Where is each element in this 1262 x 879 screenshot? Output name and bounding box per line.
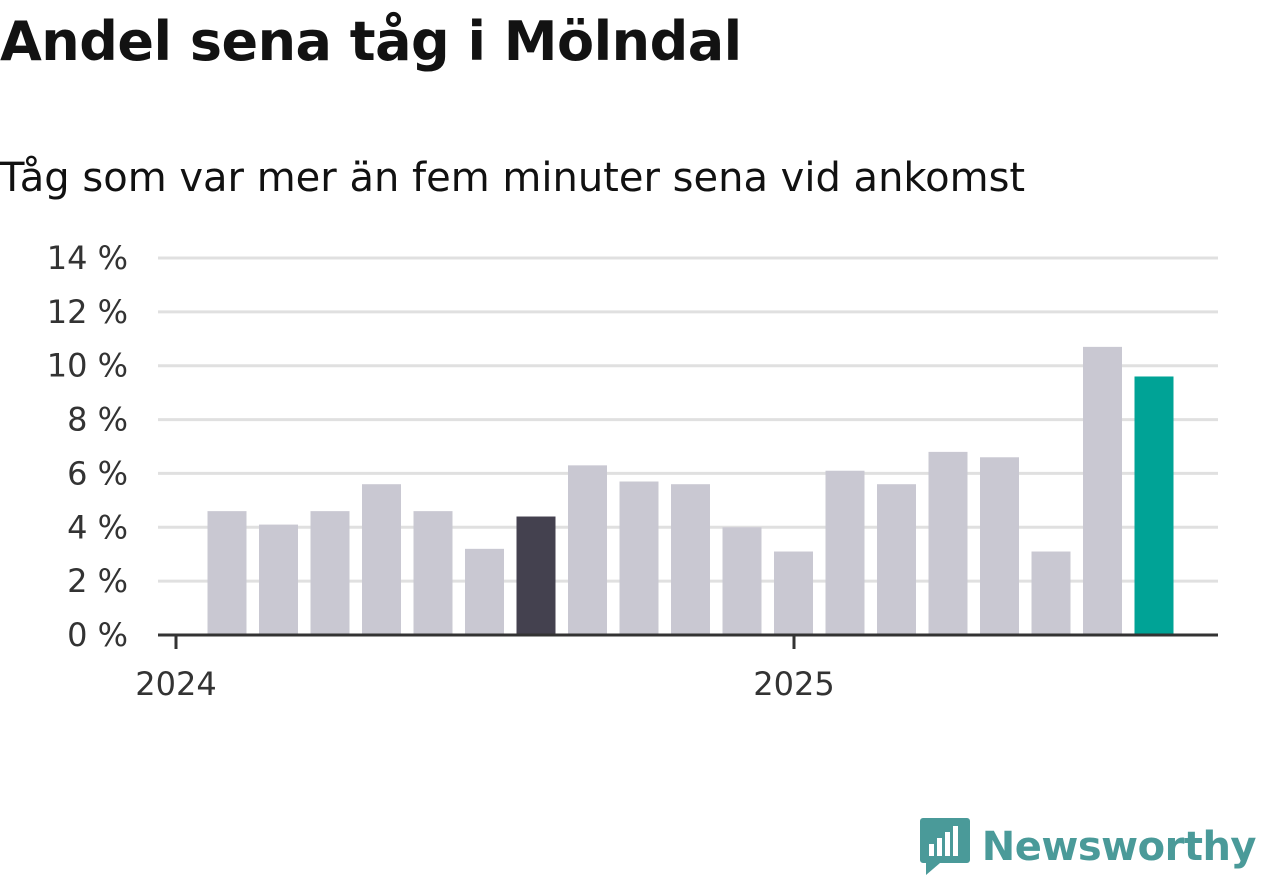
y-tick-label: 12 %	[47, 293, 128, 331]
x-tick-label: 2024	[135, 665, 216, 703]
y-tick-label: 14 %	[47, 239, 128, 277]
bar-2024-12	[774, 551, 813, 635]
bar-2024-07	[516, 516, 556, 635]
bar-2024-03	[310, 511, 350, 635]
bar-2024-04	[362, 484, 401, 635]
y-tick-label: 2 %	[67, 562, 128, 600]
bar-2024-02	[259, 524, 298, 635]
bar-2024-05	[413, 511, 453, 635]
bar-2025-04	[980, 457, 1019, 635]
chart-subtitle: Tåg som var mer än fem minuter sena vid …	[0, 155, 1026, 201]
y-tick-label: 4 %	[67, 508, 128, 546]
y-tick-label: 8 %	[67, 401, 128, 439]
bar-2024-08	[568, 465, 607, 635]
y-tick-label: 0 %	[67, 616, 128, 654]
x-axis: 2024 2025	[135, 633, 1218, 703]
newsworthy-logo-icon	[919, 818, 970, 875]
bar-2025-05	[1031, 551, 1071, 635]
newsworthy-brand: Newsworthy	[919, 817, 1257, 877]
bar-2024-06	[465, 548, 504, 635]
bar-2025-06	[1083, 346, 1122, 635]
bar-2025-02	[877, 484, 916, 635]
bar-2024-11	[722, 527, 762, 635]
y-tick-label: 6 %	[67, 454, 128, 492]
bars	[207, 346, 1174, 635]
bar-2025-01	[825, 470, 865, 635]
y-axis-tick-labels: 0 % 2 % 4 % 6 % 8 % 10 % 12 % 14 %	[47, 239, 128, 654]
bar-2025-03	[928, 451, 968, 635]
bar-2024-10	[671, 484, 710, 635]
bar-2025-07	[1134, 376, 1174, 635]
bar-2024-01	[207, 511, 247, 635]
x-tick-label: 2025	[753, 665, 834, 703]
chart-title: Andel sena tåg i Mölndal	[0, 10, 742, 73]
bar-chart: 0 % 2 % 4 % 6 % 8 % 10 % 12 % 14 % 2024 2025	[47, 239, 1218, 703]
y-tick-label: 10 %	[47, 347, 128, 385]
brand-name: Newsworthy	[981, 824, 1257, 870]
bar-2024-09	[619, 481, 659, 635]
